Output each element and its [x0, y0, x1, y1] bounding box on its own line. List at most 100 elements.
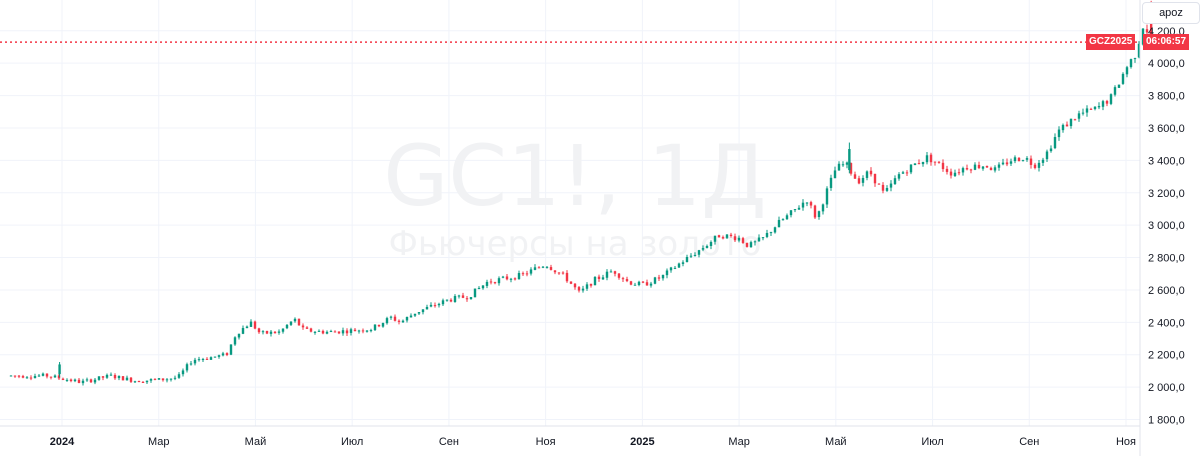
candle [465, 296, 469, 302]
candle [1021, 159, 1025, 162]
candle [849, 162, 853, 176]
candle [697, 249, 701, 258]
candle [501, 275, 505, 279]
y-tick-label: 2 600,0 [1148, 285, 1185, 297]
candle [277, 329, 281, 335]
candle [677, 262, 681, 268]
candle [105, 373, 109, 379]
candle [29, 375, 33, 381]
candle [869, 167, 873, 177]
candle [325, 330, 329, 335]
candle [921, 161, 925, 167]
candle [241, 325, 245, 335]
candle [217, 354, 221, 359]
candle [1121, 72, 1125, 85]
candle [405, 316, 409, 323]
candle [361, 328, 365, 334]
candle [93, 378, 97, 385]
candle [453, 294, 457, 303]
candle [1097, 102, 1101, 110]
candle [821, 203, 825, 215]
y-tick-label: 1 800,0 [1148, 415, 1185, 427]
candle [13, 375, 17, 378]
x-tick-label: 2024 [50, 436, 75, 448]
candle [537, 266, 541, 269]
candle [1077, 110, 1081, 122]
candle [1133, 57, 1137, 63]
y-tick-label: 2 400,0 [1148, 317, 1185, 329]
candle [1085, 105, 1089, 117]
candle [433, 302, 437, 308]
candle [721, 235, 725, 240]
candle [273, 330, 277, 334]
candle [941, 159, 945, 172]
candle [633, 282, 637, 286]
chart-grid [0, 0, 1140, 426]
x-tick-label: Июл [341, 436, 363, 448]
candle [1053, 133, 1057, 150]
candle [585, 282, 589, 291]
candle [429, 302, 433, 308]
candle [657, 274, 661, 281]
candle [1061, 123, 1065, 133]
candle [401, 319, 405, 323]
candle [381, 322, 385, 328]
candle [261, 330, 265, 335]
candle [601, 274, 605, 280]
candle [745, 242, 749, 248]
candle [949, 168, 953, 179]
candle [89, 378, 93, 384]
x-tick-label: 2025 [630, 436, 654, 448]
candle [321, 329, 325, 335]
candle [269, 330, 273, 337]
candle [893, 175, 897, 185]
candle [513, 277, 517, 281]
candle [693, 252, 697, 257]
x-tick-label: Ноя [1116, 436, 1136, 448]
candle [173, 375, 177, 381]
candle [1105, 99, 1109, 107]
candle [301, 323, 305, 330]
y-tick-label: 2 000,0 [1148, 382, 1185, 394]
candle [509, 277, 513, 283]
candle [197, 356, 201, 362]
candle [1073, 118, 1077, 121]
candle [945, 165, 949, 175]
candle [933, 161, 937, 166]
candle [45, 373, 49, 379]
candle [641, 280, 645, 284]
candle [525, 270, 529, 277]
candle [521, 271, 525, 277]
candle [397, 319, 401, 325]
candle [885, 185, 889, 192]
candle [313, 330, 317, 335]
candle [901, 170, 905, 174]
candle [1041, 157, 1045, 166]
candle [965, 164, 969, 171]
candle [581, 285, 585, 293]
candle [848, 142, 851, 174]
candle [165, 378, 169, 383]
candle [701, 245, 705, 252]
candle [545, 266, 549, 269]
candle [445, 299, 449, 302]
candle [473, 288, 477, 298]
candle [233, 336, 237, 346]
candle [981, 166, 985, 171]
candle [129, 377, 133, 384]
candle [213, 356, 217, 358]
candle [897, 172, 901, 181]
candle [21, 374, 25, 379]
candle [645, 279, 649, 286]
candle [993, 165, 997, 173]
candle [365, 330, 369, 333]
candle [153, 378, 157, 381]
candle [805, 202, 809, 207]
candle [181, 368, 185, 377]
candle [649, 281, 653, 288]
candle [441, 298, 445, 306]
candle [589, 283, 593, 288]
candle [117, 375, 121, 381]
price-unit-button[interactable]: apoz [1142, 2, 1200, 24]
